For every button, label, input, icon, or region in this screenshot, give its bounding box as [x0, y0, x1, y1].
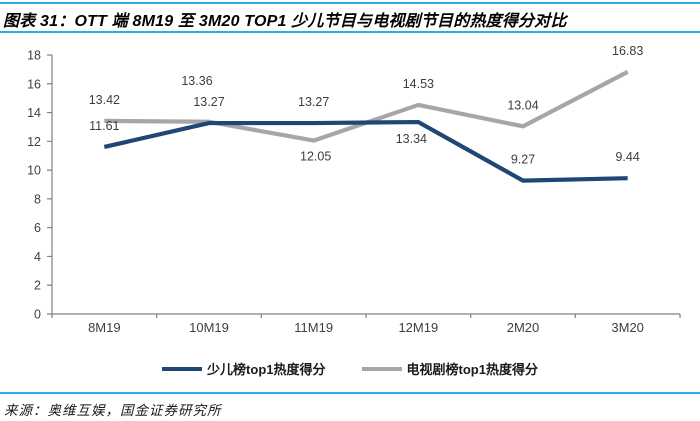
svg-text:11M19: 11M19 [294, 320, 333, 335]
svg-text:14: 14 [27, 106, 41, 120]
svg-text:2: 2 [34, 279, 41, 293]
legend-line-gray-icon [361, 366, 402, 371]
top-divider [0, 2, 700, 4]
svg-text:12.05: 12.05 [300, 150, 331, 164]
svg-text:13.42: 13.42 [89, 93, 120, 107]
legend-label-tvdrama: 电视剧榜top1热度得分 [406, 362, 538, 377]
svg-text:13.27: 13.27 [298, 95, 329, 109]
source-note: 来源：奥维互娱，国金证券研究所 [4, 403, 222, 418]
svg-text:0: 0 [34, 308, 41, 322]
svg-text:12: 12 [27, 135, 41, 149]
svg-text:3M20: 3M20 [611, 320, 644, 335]
svg-text:8: 8 [34, 192, 41, 206]
svg-text:13.04: 13.04 [507, 98, 538, 112]
chart-legend: 少儿榜top1热度得分 电视剧榜top1热度得分 [0, 359, 700, 378]
figure-title: 图表 31：OTT 端 8M19 至 3M20 TOP1 少儿节目与电视剧节目的… [3, 13, 567, 30]
legend-label-kids: 少儿榜top1热度得分 [207, 362, 326, 377]
svg-text:2M20: 2M20 [507, 320, 540, 335]
svg-text:13.34: 13.34 [396, 132, 427, 146]
svg-text:4: 4 [34, 250, 41, 264]
svg-text:12M19: 12M19 [398, 320, 438, 335]
svg-text:18: 18 [27, 49, 41, 63]
legend-item-kids: 少儿榜top1热度得分 [162, 359, 326, 378]
svg-text:16.83: 16.83 [612, 44, 643, 58]
svg-text:11.61: 11.61 [89, 119, 119, 133]
svg-text:14.53: 14.53 [403, 77, 434, 91]
svg-text:9.27: 9.27 [511, 153, 535, 167]
svg-text:13.36: 13.36 [181, 74, 212, 88]
svg-text:13.27: 13.27 [193, 95, 224, 109]
svg-text:9.44: 9.44 [615, 150, 639, 164]
title-divider [0, 31, 700, 33]
legend-line-blue-icon [162, 366, 203, 371]
svg-text:8M19: 8M19 [88, 320, 121, 335]
line-chart: 0 2 4 6 8 10 12 14 16 18 8M19 10M19 11M19 12M19 2M20 3M… [27, 44, 681, 335]
bottom-divider [0, 392, 700, 394]
svg-text:16: 16 [27, 77, 41, 91]
legend-item-tvdrama: 电视剧榜top1热度得分 [361, 359, 538, 378]
svg-text:10: 10 [27, 164, 41, 178]
svg-text:10M19: 10M19 [189, 320, 229, 335]
svg-text:6: 6 [34, 221, 41, 235]
